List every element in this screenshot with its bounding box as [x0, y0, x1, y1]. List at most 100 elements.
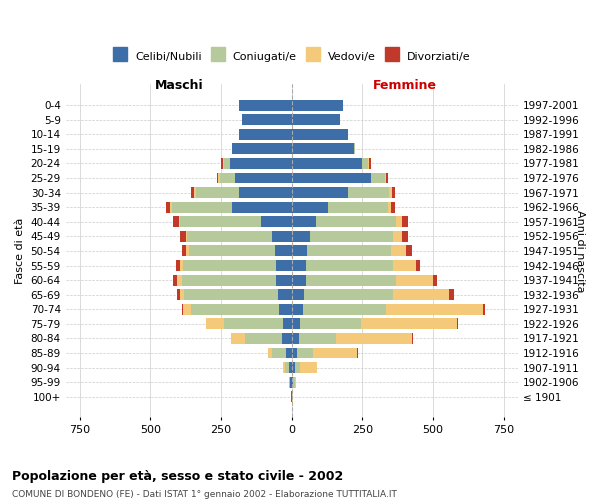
Bar	[292, 348, 313, 358]
Bar	[232, 144, 292, 154]
Bar	[187, 231, 292, 242]
Bar	[292, 231, 407, 242]
Bar	[292, 158, 368, 169]
Text: Maschi: Maschi	[154, 79, 203, 92]
Bar	[239, 100, 292, 110]
Bar	[223, 158, 292, 169]
Bar	[286, 348, 292, 358]
Bar	[292, 304, 303, 314]
Bar	[206, 318, 292, 330]
Bar	[292, 246, 391, 256]
Bar	[292, 392, 293, 402]
Bar	[182, 304, 292, 314]
Bar	[176, 260, 292, 271]
Bar	[292, 348, 358, 358]
Bar	[180, 216, 292, 227]
Bar	[292, 100, 343, 110]
Bar	[292, 144, 355, 154]
Bar	[292, 274, 433, 285]
Bar	[289, 376, 292, 388]
Bar	[179, 216, 292, 227]
Bar	[191, 304, 292, 314]
Bar	[173, 216, 292, 227]
Bar	[235, 172, 292, 184]
Bar	[282, 333, 292, 344]
Y-axis label: Anni di nascita: Anni di nascita	[575, 210, 585, 292]
Bar	[284, 362, 292, 373]
Bar	[231, 333, 292, 344]
Bar	[292, 333, 335, 344]
Bar	[292, 187, 395, 198]
Bar	[290, 376, 292, 388]
Bar	[276, 260, 292, 271]
Bar	[289, 376, 292, 388]
Legend: Celibi/Nubili, Coniugati/e, Vedovi/e, Divorziati/e: Celibi/Nubili, Coniugati/e, Vedovi/e, Di…	[109, 47, 475, 66]
Bar	[292, 260, 416, 271]
Bar	[292, 172, 371, 184]
Bar	[239, 100, 292, 110]
Bar	[283, 318, 292, 330]
Bar	[292, 289, 394, 300]
Bar	[292, 129, 348, 140]
Bar	[292, 129, 348, 140]
Bar	[292, 376, 296, 388]
Bar	[177, 274, 292, 285]
Bar	[292, 376, 293, 388]
Bar	[292, 333, 299, 344]
Bar	[272, 348, 292, 358]
Bar	[292, 260, 394, 271]
Bar	[183, 260, 292, 271]
Bar	[224, 158, 292, 169]
Bar	[292, 231, 402, 242]
Bar	[292, 289, 449, 300]
Bar	[182, 274, 292, 285]
Bar	[242, 114, 292, 125]
Bar	[182, 246, 292, 256]
Bar	[292, 362, 317, 373]
Bar	[292, 202, 328, 212]
Bar	[289, 362, 292, 373]
Bar	[239, 187, 292, 198]
Bar	[245, 333, 292, 344]
Bar	[239, 129, 292, 140]
Bar	[232, 144, 292, 154]
Bar	[170, 202, 292, 212]
Bar	[187, 246, 292, 256]
Bar	[292, 362, 295, 373]
Bar	[194, 187, 292, 198]
Bar	[292, 202, 391, 212]
Bar	[268, 348, 292, 358]
Text: COMUNE DI BONDENO (FE) - Dati ISTAT 1° gennaio 2002 - Elaborazione TUTTITALIA.IT: COMUNE DI BONDENO (FE) - Dati ISTAT 1° g…	[12, 490, 397, 499]
Bar	[232, 144, 292, 154]
Bar	[283, 362, 292, 373]
Bar	[283, 362, 292, 373]
Bar	[292, 376, 295, 388]
Bar	[221, 158, 292, 169]
Bar	[292, 304, 386, 314]
Bar	[290, 392, 292, 402]
Bar	[230, 158, 292, 169]
Bar	[196, 187, 292, 198]
Bar	[292, 348, 298, 358]
Bar	[292, 187, 389, 198]
Bar	[292, 172, 385, 184]
Y-axis label: Fasce di età: Fasce di età	[15, 218, 25, 284]
Bar	[292, 158, 362, 169]
Bar	[239, 100, 292, 110]
Bar	[206, 318, 292, 330]
Bar	[292, 187, 392, 198]
Bar	[292, 289, 454, 300]
Bar	[177, 289, 292, 300]
Bar	[292, 158, 370, 169]
Bar	[260, 216, 292, 227]
Bar	[292, 274, 306, 285]
Text: Popolazione per età, sesso e stato civile - 2002: Popolazione per età, sesso e stato civil…	[12, 470, 343, 483]
Bar	[292, 144, 355, 154]
Bar	[290, 392, 292, 402]
Bar	[292, 392, 293, 402]
Bar	[184, 289, 292, 300]
Bar	[239, 100, 292, 110]
Bar	[272, 231, 292, 242]
Bar	[180, 260, 292, 271]
Bar	[292, 304, 485, 314]
